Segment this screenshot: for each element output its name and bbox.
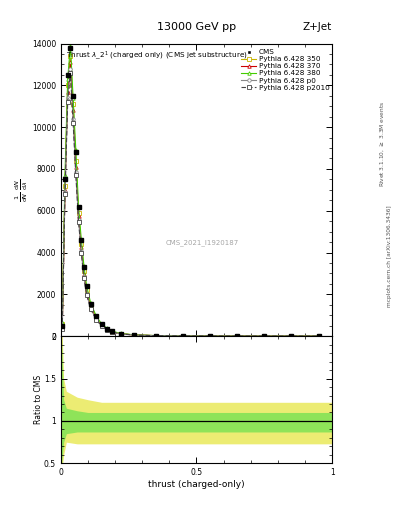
Text: mcplots.cern.ch [arXiv:1306.3436]: mcplots.cern.ch [arXiv:1306.3436] xyxy=(387,205,392,307)
Text: Z+Jet: Z+Jet xyxy=(303,22,332,32)
X-axis label: thrust (charged-only): thrust (charged-only) xyxy=(148,480,245,489)
Text: Rivet 3.1.10, $\geq$ 3.3M events: Rivet 3.1.10, $\geq$ 3.3M events xyxy=(378,100,386,186)
Legend: CMS, Pythia 6.428 350, Pythia 6.428 370, Pythia 6.428 380, Pythia 6.428 p0, Pyth: CMS, Pythia 6.428 350, Pythia 6.428 370,… xyxy=(240,48,331,92)
Y-axis label: Ratio to CMS: Ratio to CMS xyxy=(33,375,42,424)
Text: 13000 GeV pp: 13000 GeV pp xyxy=(157,22,236,32)
Text: Thrust $\lambda\_2^1$ (charged only) (CMS jet substructure): Thrust $\lambda\_2^1$ (charged only) (CM… xyxy=(66,49,248,62)
Y-axis label: $\frac{1}{\mathrm{d}N}$ $\frac{\mathrm{d}N}{\mathrm{d}\lambda}$: $\frac{1}{\mathrm{d}N}$ $\frac{\mathrm{d… xyxy=(14,178,30,202)
Text: CMS_2021_I1920187: CMS_2021_I1920187 xyxy=(165,239,239,246)
